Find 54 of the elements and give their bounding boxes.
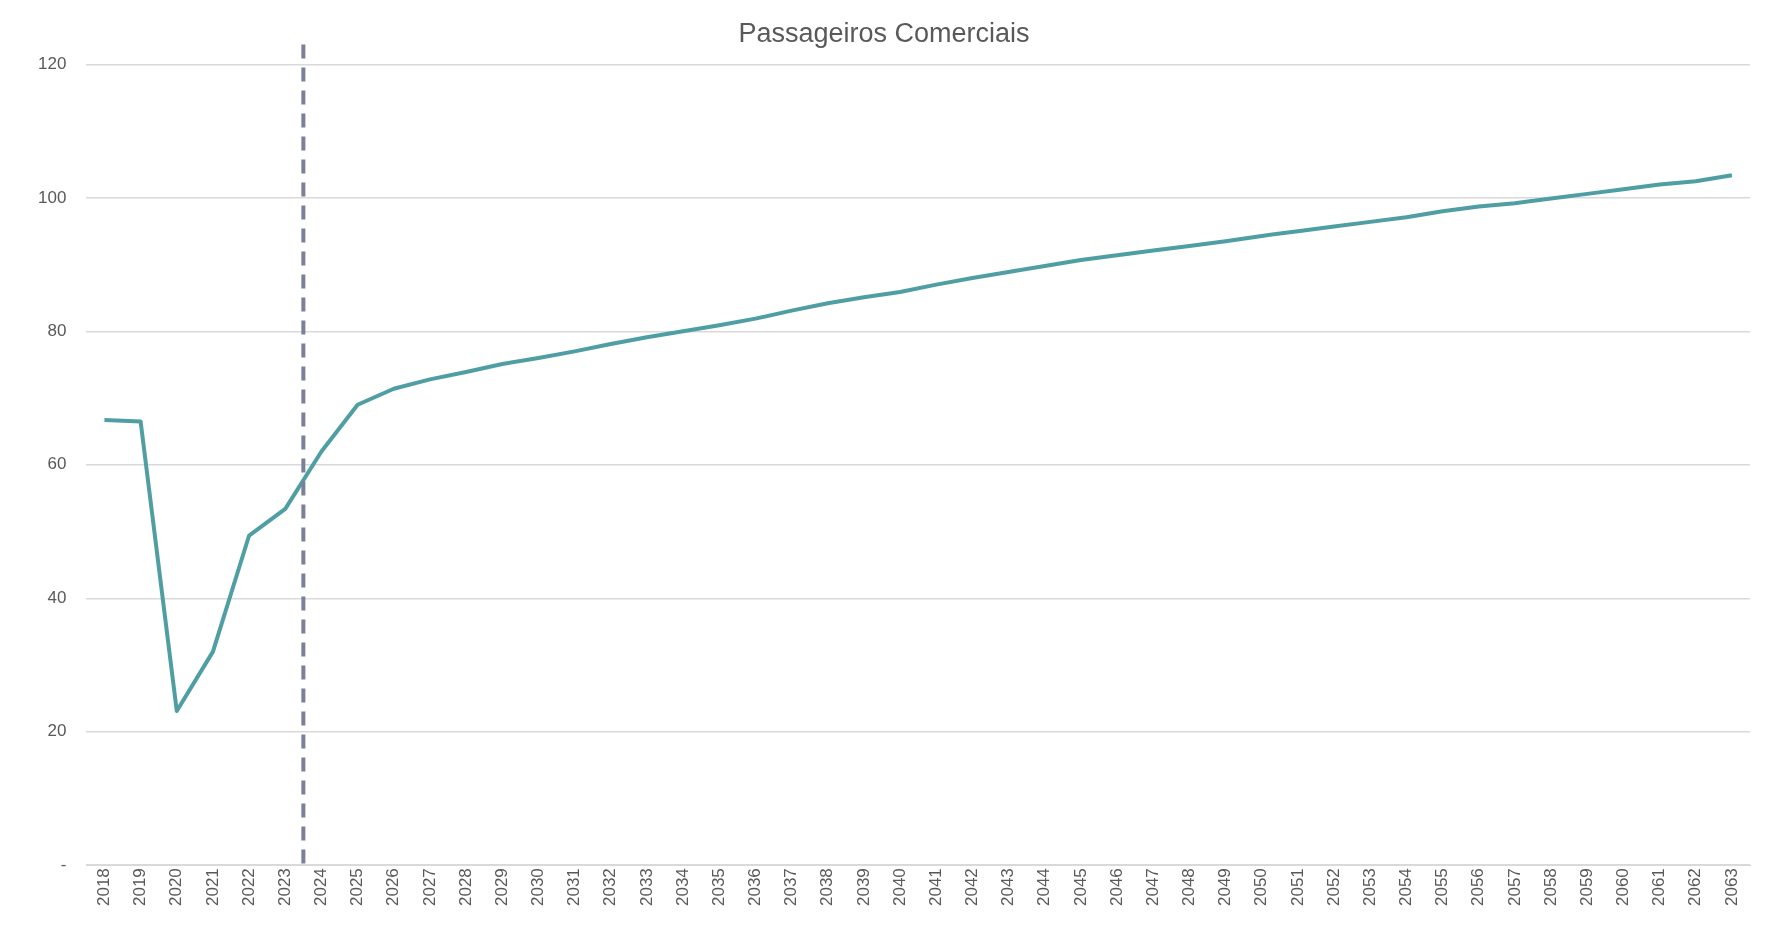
x-tick-label: 2027 bbox=[419, 868, 439, 907]
x-tick-label: 2026 bbox=[383, 868, 403, 907]
y-tick-label: 120 bbox=[37, 54, 67, 74]
x-tick-label: 2032 bbox=[600, 868, 620, 907]
x-tick-label: 2055 bbox=[1432, 868, 1452, 907]
y-tick-label: 60 bbox=[47, 454, 67, 474]
x-tick-label: 2040 bbox=[889, 868, 909, 907]
x-tick-label: 2021 bbox=[202, 868, 222, 907]
y-tick-label: 20 bbox=[47, 721, 67, 741]
x-tick-label: 2036 bbox=[745, 868, 765, 907]
x-tick-label: 2062 bbox=[1685, 868, 1705, 907]
x-tick-label: 2060 bbox=[1613, 868, 1633, 907]
x-tick-label: 2042 bbox=[962, 868, 982, 907]
x-tick-label: 2039 bbox=[853, 868, 873, 907]
x-tick-label: 2034 bbox=[672, 868, 692, 907]
x-tick-label: 2045 bbox=[1070, 868, 1090, 907]
x-tick-label: 2022 bbox=[238, 868, 258, 907]
x-tick-label: 2019 bbox=[130, 868, 150, 907]
x-tick-label: 2051 bbox=[1287, 868, 1307, 907]
y-tick-label: 80 bbox=[47, 321, 67, 341]
x-tick-label: 2049 bbox=[1215, 868, 1235, 907]
x-tick-label: 2052 bbox=[1323, 868, 1343, 907]
x-tick-label: 2058 bbox=[1540, 868, 1560, 907]
x-tick-label: 2037 bbox=[781, 868, 801, 907]
x-tick-label: 2028 bbox=[455, 868, 475, 907]
y-tick-label: 40 bbox=[47, 587, 67, 607]
x-tick-label: 2054 bbox=[1396, 868, 1416, 907]
x-tick-label: 2053 bbox=[1359, 868, 1379, 907]
x-tick-label: 2056 bbox=[1468, 868, 1488, 907]
x-tick-label: 2059 bbox=[1576, 868, 1596, 907]
x-tick-label: 2047 bbox=[1142, 868, 1162, 907]
x-tick-label: 2063 bbox=[1721, 868, 1741, 907]
x-tick-label: 2057 bbox=[1504, 868, 1524, 907]
x-tick-label: 2020 bbox=[166, 868, 186, 907]
x-tick-label: 2043 bbox=[998, 868, 1018, 907]
chart-title: Passageiros Comerciais bbox=[738, 17, 1030, 48]
x-tick-label: 2046 bbox=[1106, 868, 1126, 907]
x-tick-label: 2035 bbox=[708, 868, 728, 907]
x-tick-label: 2025 bbox=[347, 868, 367, 907]
x-tick-label: 2033 bbox=[636, 868, 656, 907]
x-tick-label: 2041 bbox=[925, 868, 945, 907]
x-tick-label: 2048 bbox=[1179, 868, 1199, 907]
x-tick-label: 2050 bbox=[1251, 868, 1271, 907]
x-tick-label: 2030 bbox=[528, 868, 548, 907]
x-tick-label: 2024 bbox=[311, 868, 331, 907]
x-tick-label: 2018 bbox=[94, 868, 114, 907]
x-tick-label: 2038 bbox=[817, 868, 837, 907]
x-tick-label: 2061 bbox=[1649, 868, 1669, 907]
x-tick-label: 2023 bbox=[274, 868, 294, 907]
x-tick-label: 2029 bbox=[491, 868, 511, 907]
x-tick-label: 2044 bbox=[1034, 868, 1054, 907]
x-tick-label: 2031 bbox=[564, 868, 584, 907]
y-tick-label: - bbox=[60, 854, 67, 874]
y-tick-label: 100 bbox=[37, 187, 67, 207]
